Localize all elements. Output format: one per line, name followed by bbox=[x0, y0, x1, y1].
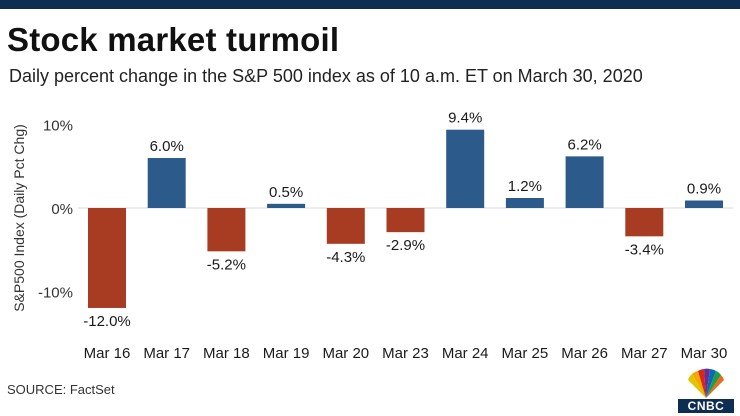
y-axis-label: S&P500 Index (Daily Pct Chg) bbox=[11, 124, 27, 312]
bar bbox=[625, 208, 664, 237]
peacock-icon bbox=[688, 368, 724, 398]
data-label: 1.2% bbox=[508, 178, 542, 195]
data-label: 0.9% bbox=[687, 181, 721, 198]
x-tick-label: Mar 18 bbox=[203, 345, 250, 362]
cnbc-logo: CNBC bbox=[678, 368, 734, 414]
x-tick-label: Mar 24 bbox=[442, 345, 489, 362]
chart-subtitle: Daily percent change in the S&P 500 inde… bbox=[9, 66, 643, 86]
y-tick-label: 0% bbox=[51, 201, 73, 218]
cnbc-wordmark: CNBC bbox=[678, 399, 734, 413]
bar bbox=[267, 203, 306, 208]
top-accent-bar bbox=[0, 0, 740, 9]
source-note: SOURCE: FactSet bbox=[7, 382, 115, 397]
x-tick-label: Mar 23 bbox=[382, 345, 429, 362]
bar bbox=[88, 208, 126, 308]
data-label: 9.4% bbox=[448, 110, 482, 127]
bar bbox=[446, 129, 485, 208]
bar bbox=[147, 158, 186, 208]
x-tick-label: Mar 19 bbox=[263, 345, 310, 362]
bar bbox=[207, 208, 246, 252]
y-tick-label: -10% bbox=[38, 284, 73, 301]
bar bbox=[326, 208, 365, 244]
data-label: -5.2% bbox=[207, 256, 246, 273]
x-tick-label: Mar 16 bbox=[84, 345, 131, 362]
chart-title: Stock market turmoil bbox=[7, 21, 340, 58]
x-tick-label: Mar 25 bbox=[502, 345, 549, 362]
x-tick-label: Mar 20 bbox=[322, 345, 369, 362]
bar bbox=[685, 200, 723, 208]
bar bbox=[565, 156, 604, 208]
bar bbox=[505, 198, 544, 208]
x-tick-label: Mar 26 bbox=[561, 345, 608, 362]
x-tick-label: Mar 30 bbox=[681, 345, 728, 362]
x-tick-label: Mar 27 bbox=[621, 345, 668, 362]
data-label: -3.4% bbox=[625, 241, 664, 258]
data-label: -12.0% bbox=[83, 313, 131, 330]
bar bbox=[386, 208, 425, 233]
x-tick-label: Mar 17 bbox=[143, 345, 190, 362]
data-label: -4.3% bbox=[326, 249, 365, 266]
data-label: -2.9% bbox=[386, 237, 425, 254]
data-label: 0.5% bbox=[269, 184, 303, 201]
data-label: 6.2% bbox=[567, 136, 601, 153]
data-label: 6.0% bbox=[150, 138, 184, 155]
y-tick-label: 10% bbox=[43, 118, 73, 135]
